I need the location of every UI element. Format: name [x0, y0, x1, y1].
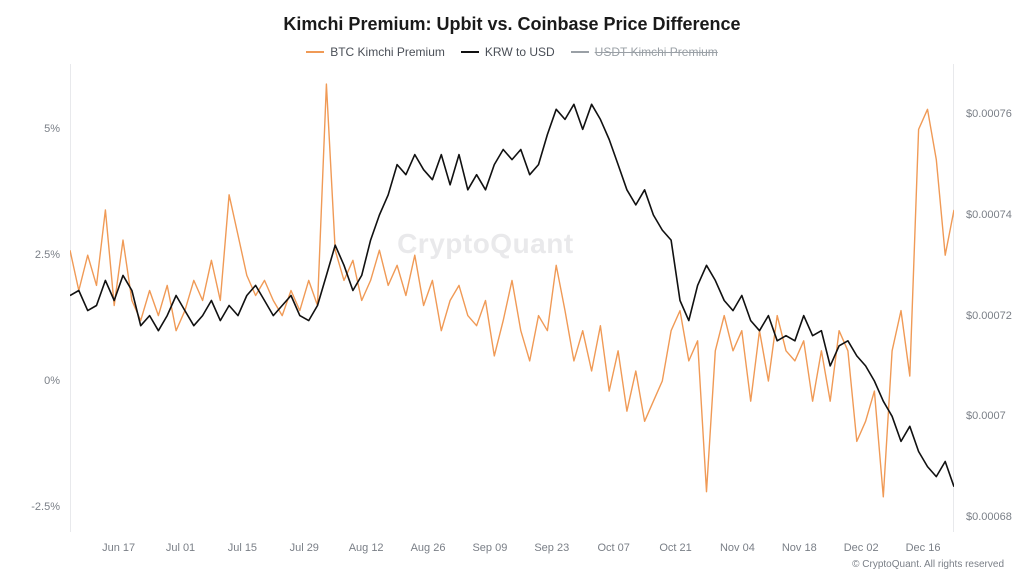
x-tick-label: Jun 17: [102, 542, 135, 554]
y-left-tick-label: -2.5%: [31, 501, 60, 513]
legend-label: USDT Kimchi Premium: [595, 45, 718, 59]
legend-item[interactable]: BTC Kimchi Premium: [306, 45, 445, 59]
plot-area: [70, 64, 954, 532]
chart-title: Kimchi Premium: Upbit vs. Coinbase Price…: [0, 14, 1024, 35]
legend-label: KRW to USD: [485, 45, 555, 59]
series-line: [70, 84, 954, 497]
y-left-tick-label: 2.5%: [35, 249, 60, 261]
x-tick-label: Nov 18: [782, 542, 817, 554]
x-tick-label: Aug 26: [411, 542, 446, 554]
chart-copyright: © CryptoQuant. All rights reserved: [852, 559, 1004, 570]
legend-swatch: [306, 51, 324, 53]
x-tick-label: Dec 16: [906, 542, 941, 554]
x-tick-label: Oct 21: [659, 542, 691, 554]
legend-swatch: [461, 51, 479, 53]
x-tick-label: Jul 15: [228, 542, 257, 554]
y-left-tick-label: 5%: [44, 123, 60, 135]
y-right-tick-label: $0.00074: [966, 209, 1012, 221]
x-tick-label: Oct 07: [597, 542, 629, 554]
legend-item[interactable]: USDT Kimchi Premium: [571, 45, 718, 59]
x-tick-label: Jul 01: [166, 542, 195, 554]
x-tick-label: Sep 09: [472, 542, 507, 554]
legend-item[interactable]: KRW to USD: [461, 45, 555, 59]
legend-label: BTC Kimchi Premium: [330, 45, 445, 59]
x-tick-label: Dec 02: [844, 542, 879, 554]
y-right-tick-label: $0.00068: [966, 511, 1012, 523]
x-tick-label: Jul 29: [290, 542, 319, 554]
y-left-tick-label: 0%: [44, 375, 60, 387]
y-right-tick-label: $0.0007: [966, 410, 1006, 422]
y-right-tick-label: $0.00072: [966, 310, 1012, 322]
x-tick-label: Sep 23: [534, 542, 569, 554]
y-right-tick-label: $0.00076: [966, 108, 1012, 120]
chart-container: Kimchi Premium: Upbit vs. Coinbase Price…: [0, 0, 1024, 576]
legend-swatch: [571, 51, 589, 53]
chart-svg: [70, 64, 954, 532]
x-tick-label: Aug 12: [349, 542, 384, 554]
x-tick-label: Nov 04: [720, 542, 755, 554]
series-line: [70, 104, 954, 486]
chart-legend: BTC Kimchi Premium KRW to USD USDT Kimchi …: [0, 42, 1024, 59]
